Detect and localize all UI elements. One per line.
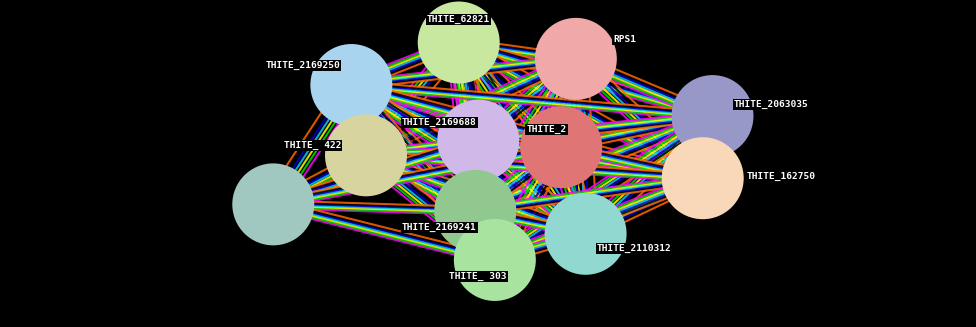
Ellipse shape [520, 106, 602, 188]
Ellipse shape [434, 170, 516, 252]
Text: THITE_ 303: THITE_ 303 [450, 272, 507, 281]
Text: THITE_2169250: THITE_2169250 [265, 61, 340, 70]
Ellipse shape [325, 114, 407, 196]
Ellipse shape [671, 75, 753, 157]
Ellipse shape [545, 193, 627, 275]
Text: THITE_62821: THITE_62821 [427, 15, 490, 24]
Ellipse shape [437, 100, 519, 181]
Text: THITE_ 422: THITE_ 422 [284, 141, 341, 150]
Ellipse shape [310, 44, 392, 126]
Text: THITE_2169241: THITE_2169241 [402, 223, 476, 232]
Ellipse shape [232, 164, 314, 245]
Ellipse shape [662, 137, 744, 219]
Ellipse shape [535, 18, 617, 100]
Ellipse shape [418, 2, 500, 83]
Text: THITE_162750: THITE_162750 [747, 172, 815, 181]
Text: THITE_2169688: THITE_2169688 [402, 118, 476, 127]
Ellipse shape [454, 219, 536, 301]
Text: RPS1: RPS1 [613, 35, 636, 44]
Text: THITE_2110312: THITE_2110312 [597, 244, 671, 253]
Text: THITE_2: THITE_2 [526, 125, 567, 134]
Text: THITE_2063035: THITE_2063035 [734, 100, 808, 109]
